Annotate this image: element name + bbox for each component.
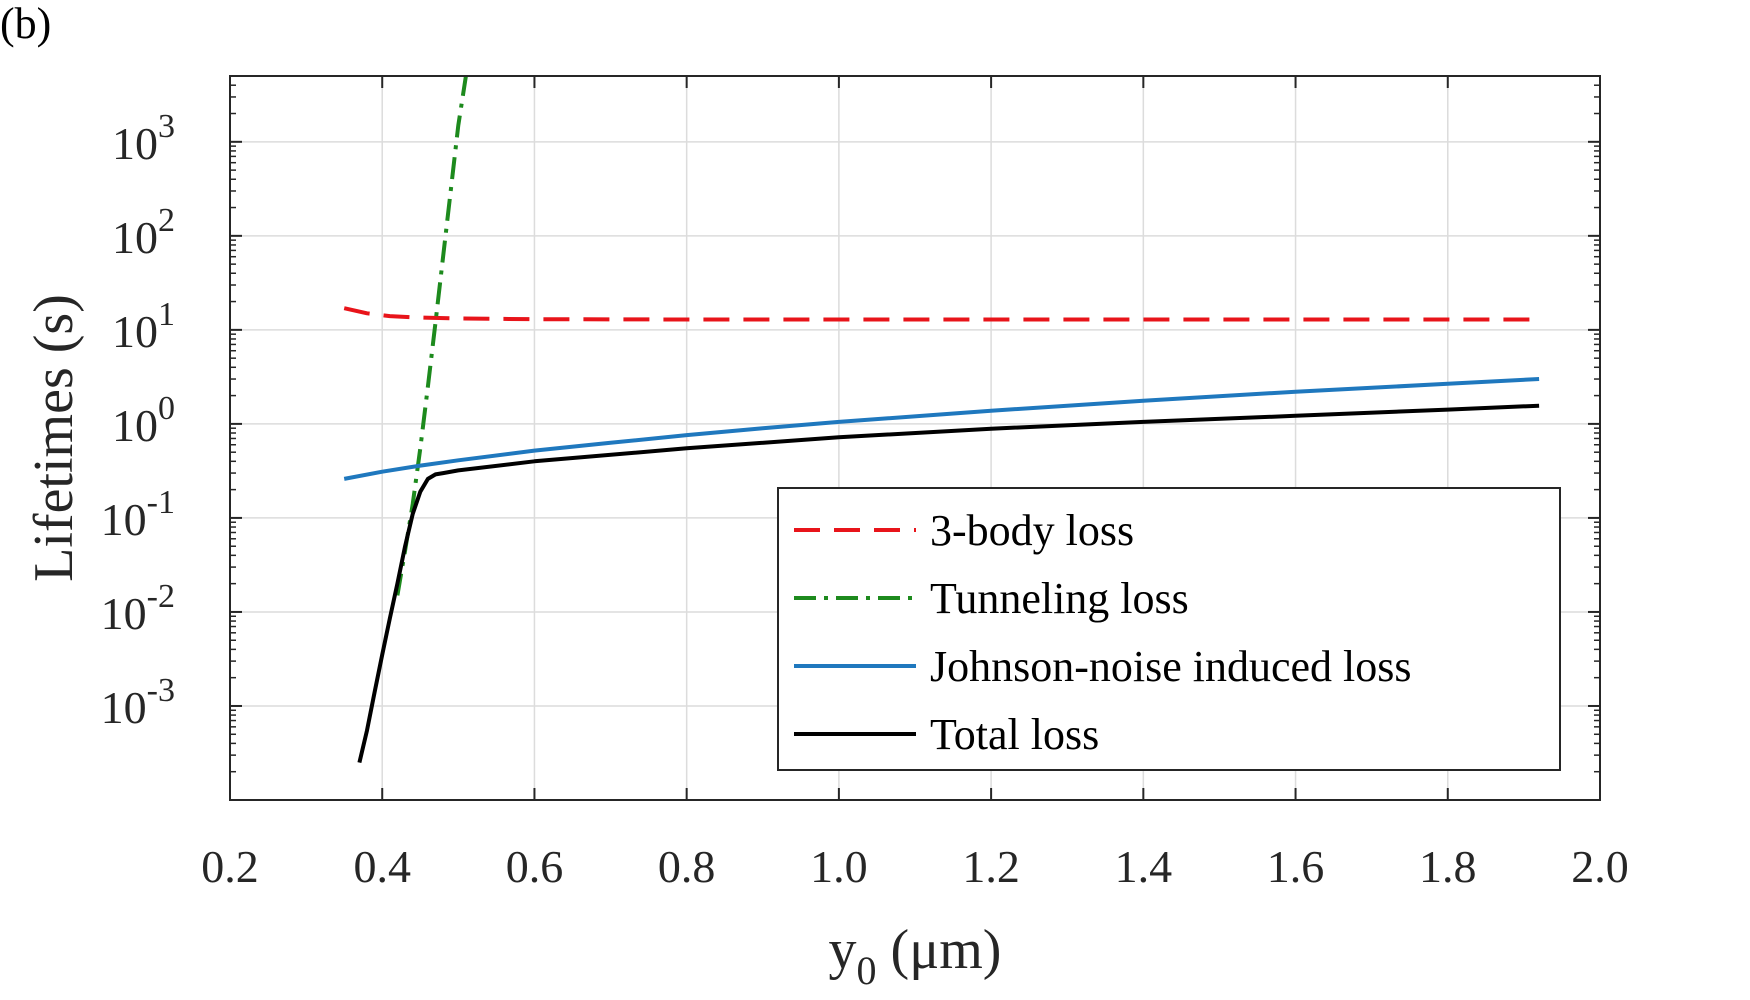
y-tick-label-base: 10: [101, 588, 147, 639]
y-tick-label: 10-3: [101, 672, 175, 733]
y-tick-label-exponent: 2: [158, 202, 175, 239]
x-axis-title-unit: (μm): [877, 919, 1002, 981]
series-line-3: [343, 377, 1540, 481]
series-line-2: [395, 76, 468, 596]
legend-label-4: Total loss: [930, 710, 1099, 759]
y-tick-label-base: 10: [101, 682, 147, 733]
x-axis-title-subscript: 0: [857, 948, 877, 993]
y-tick-label: 101: [112, 296, 175, 357]
legend-box: [777, 487, 1561, 771]
x-tick-label: 0.2: [201, 841, 259, 892]
x-axis-title: y0 (μm): [829, 919, 1002, 993]
series-line-1: [343, 306, 1540, 322]
x-axis-title-base: y: [829, 919, 857, 981]
legend-label-3: Johnson-noise induced loss: [930, 642, 1412, 691]
y-tick-label-exponent: 0: [158, 390, 175, 427]
y-tick-label: 102: [112, 202, 175, 263]
y-tick-label-base: 10: [112, 212, 158, 263]
y-tick-label-exponent: 3: [158, 108, 175, 145]
x-tick-label: 1.6: [1267, 841, 1325, 892]
y-tick-label-exponent: -1: [147, 484, 175, 521]
series-line-4: [357, 403, 1540, 764]
x-tick-label: 0.4: [353, 841, 411, 892]
y-tick-label: 10-2: [101, 578, 175, 639]
x-tick-label: 1.2: [962, 841, 1020, 892]
y-tick-label: 103: [112, 108, 175, 169]
x-tick-label: 0.8: [658, 841, 716, 892]
y-tick-label-base: 10: [112, 306, 158, 357]
legend-label-1: 3-body loss: [930, 506, 1134, 555]
axis-ticks: [229, 75, 1601, 800]
y-tick-label: 10-1: [101, 484, 175, 545]
legend: 3-body loss Tunneling loss Johnson-noise i…: [777, 487, 1561, 771]
legend-label-2: Tunneling loss: [930, 574, 1189, 623]
x-tick-label: 0.6: [506, 841, 564, 892]
y-tick-label-exponent: -2: [147, 578, 175, 615]
y-tick-label: 100: [112, 390, 175, 451]
x-tick-label: 1.0: [810, 841, 868, 892]
x-tick-label: 2.0: [1571, 841, 1629, 892]
y-tick-label-base: 10: [101, 494, 147, 545]
y-tick-label-base: 10: [112, 118, 158, 169]
tick-labels: 0.2 0.4 0.6 0.8 1.0 1.2 1.4 1.6 1.8 2.010-310-210…: [101, 108, 1629, 892]
data-series: [343, 76, 1540, 764]
y-tick-label-exponent: -3: [147, 672, 175, 709]
x-tick-label: 1.4: [1115, 841, 1173, 892]
y-tick-label-exponent: 1: [158, 296, 175, 333]
x-tick-label: 1.8: [1419, 841, 1477, 892]
y-axis-title: Lifetimes (s): [23, 294, 85, 582]
panel-label: (b): [0, 0, 51, 48]
y-tick-label-base: 10: [112, 400, 158, 451]
